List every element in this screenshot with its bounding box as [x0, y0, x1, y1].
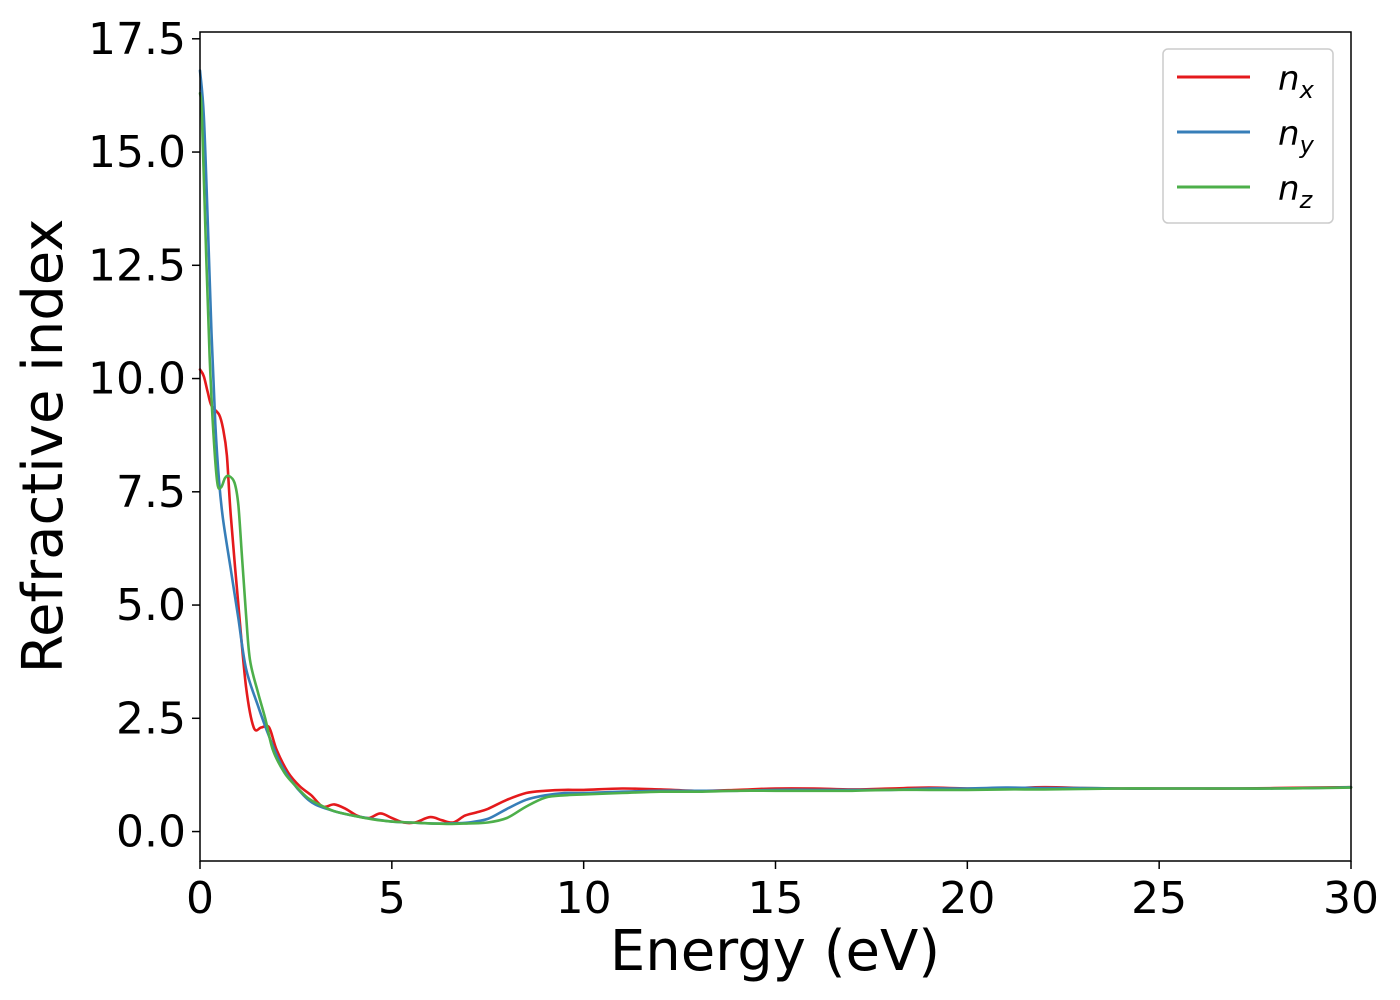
- y-axis: 0.0 2.5 5.0 7.5 10.0 12.5 15.0 17.5: [88, 14, 200, 858]
- y-tick-label: 10.0: [88, 354, 186, 405]
- y-tick-label: 17.5: [88, 14, 186, 65]
- x-tick-label: 10: [556, 873, 612, 924]
- legend-label-n-z: nz: [1278, 169, 1314, 214]
- x-tick-label: 0: [186, 873, 214, 924]
- y-tick-label: 7.5: [116, 467, 186, 518]
- y-tick-label: 0.0: [116, 807, 186, 858]
- series-layer: [198, 69, 1353, 826]
- y-axis-title: Refractive index: [11, 219, 76, 674]
- x-axis-title: Energy (eV): [610, 919, 940, 984]
- x-tick-label: 30: [1323, 873, 1379, 924]
- legend-label-n-y: ny: [1278, 114, 1315, 159]
- y-tick-label: 2.5: [116, 693, 186, 744]
- y-tick-label: 15.0: [88, 127, 186, 178]
- x-tick-label: 5: [378, 873, 406, 924]
- x-tick-label: 25: [1131, 873, 1187, 924]
- x-tick-label: 15: [748, 873, 804, 924]
- y-tick-label: 12.5: [88, 240, 186, 291]
- y-tick-label: 5.0: [116, 580, 186, 631]
- series-line-n-y: [198, 69, 1353, 825]
- series-line-n-z: [198, 91, 1353, 826]
- x-tick-label: 20: [939, 873, 995, 924]
- legend: nx ny nz: [1162, 48, 1334, 224]
- legend-box: [1162, 48, 1334, 224]
- x-axis: 0 5 10 15 20 25 30: [186, 861, 1379, 924]
- legend-label-n-x: nx: [1278, 59, 1315, 104]
